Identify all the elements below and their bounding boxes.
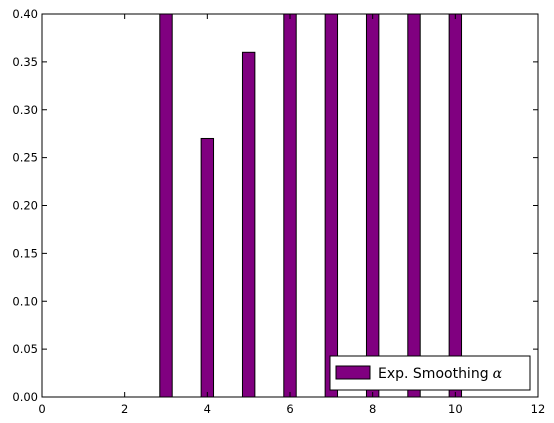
y-tick-label: 0.20 <box>12 199 38 213</box>
y-tick-label: 0.30 <box>12 103 38 117</box>
bar <box>159 13 173 398</box>
bar <box>283 13 297 398</box>
plot-frame <box>41 13 539 398</box>
y-tick-label: 0.35 <box>12 55 38 69</box>
x-tick-label: 4 <box>204 402 211 416</box>
y-tick-label: 0.00 <box>12 390 38 404</box>
x-tick-label: 8 <box>369 402 376 416</box>
y-tick-label: 0.40 <box>12 7 38 21</box>
y-tick-label: 0.10 <box>12 294 38 308</box>
legend-swatch <box>335 365 371 380</box>
bar <box>407 13 421 398</box>
x-tick-label: 6 <box>286 402 293 416</box>
bar <box>200 137 215 398</box>
bar <box>448 13 463 398</box>
legend-label: Exp. Smoothing α <box>378 366 503 382</box>
x-tick-label: 10 <box>448 402 463 416</box>
y-tick-label: 0.25 <box>12 151 38 165</box>
bar <box>241 51 256 398</box>
y-tick-label: 0.15 <box>12 246 38 260</box>
bar <box>324 13 339 398</box>
bar <box>365 13 380 398</box>
x-tick-label: 2 <box>121 402 128 416</box>
bars-group <box>159 13 463 398</box>
legend-label-text: Exp. Smoothing <box>378 366 489 382</box>
x-tick-label: 12 <box>531 402 546 416</box>
legend: Exp. Smoothing α <box>329 355 531 391</box>
x-tick-label: 0 <box>38 402 45 416</box>
y-tick-label: 0.05 <box>12 342 38 356</box>
legend-label-symbol: α <box>493 366 503 382</box>
tick-labels-group: 0 2 4 6 8 10 12 0.00 0.05 0.10 0.15 0.20 0.25 0.30 0.3… <box>12 7 545 416</box>
